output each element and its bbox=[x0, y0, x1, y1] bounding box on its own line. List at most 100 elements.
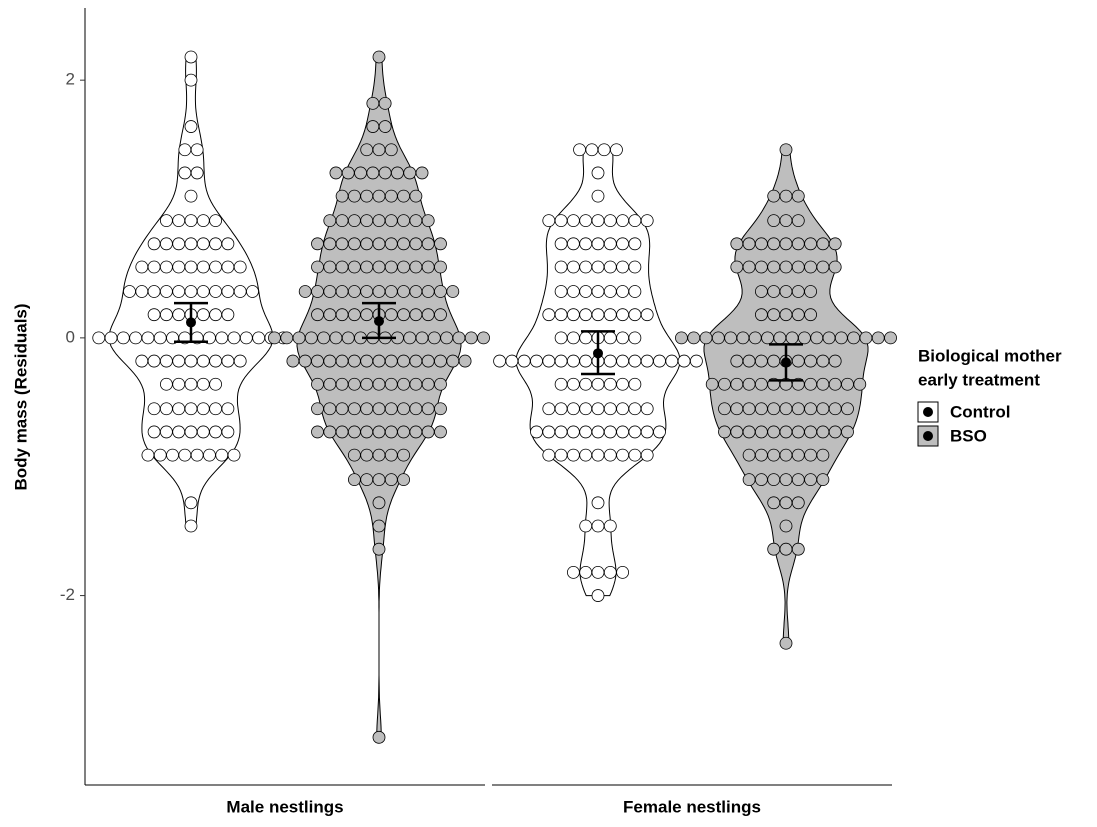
dot bbox=[579, 214, 593, 228]
dot bbox=[579, 260, 593, 274]
dot bbox=[755, 237, 768, 251]
dot bbox=[567, 377, 580, 391]
dot bbox=[816, 425, 830, 439]
dot bbox=[311, 285, 324, 298]
dot bbox=[141, 331, 155, 345]
dot bbox=[233, 285, 247, 298]
dot bbox=[767, 308, 781, 322]
dot bbox=[397, 308, 411, 322]
dot bbox=[804, 402, 817, 416]
dot bbox=[434, 377, 447, 391]
dot bbox=[172, 425, 186, 439]
dot bbox=[730, 237, 744, 251]
dot bbox=[628, 425, 642, 439]
dot bbox=[767, 214, 781, 228]
dot bbox=[628, 402, 642, 416]
dot bbox=[591, 308, 605, 322]
dot bbox=[347, 308, 361, 322]
dot bbox=[804, 425, 817, 439]
dot bbox=[347, 260, 361, 274]
dot bbox=[798, 331, 811, 345]
dot bbox=[779, 308, 793, 322]
dot bbox=[567, 354, 580, 368]
dot bbox=[335, 308, 349, 322]
dot bbox=[323, 425, 337, 439]
dot bbox=[415, 166, 429, 180]
dot bbox=[767, 260, 781, 274]
dot bbox=[791, 285, 805, 298]
dot bbox=[239, 331, 253, 345]
dot bbox=[847, 331, 861, 345]
dot bbox=[427, 331, 441, 345]
dot bbox=[372, 214, 386, 228]
dot bbox=[159, 237, 173, 251]
dot bbox=[616, 565, 629, 579]
dot bbox=[311, 260, 324, 274]
dot bbox=[347, 473, 361, 487]
dot bbox=[628, 354, 642, 368]
dot bbox=[335, 260, 349, 274]
dot bbox=[640, 214, 654, 228]
dot bbox=[347, 189, 361, 203]
dot bbox=[640, 402, 654, 416]
dot bbox=[147, 354, 161, 368]
dot bbox=[616, 448, 629, 462]
dot bbox=[567, 402, 580, 416]
y-tick-label: 2 bbox=[66, 70, 75, 89]
dot bbox=[822, 331, 836, 345]
dot bbox=[360, 425, 374, 439]
dot bbox=[184, 285, 198, 298]
dot bbox=[567, 237, 580, 251]
dot bbox=[755, 402, 768, 416]
dot bbox=[628, 214, 642, 228]
dot bbox=[397, 189, 411, 203]
dot bbox=[209, 308, 223, 322]
dot bbox=[816, 448, 830, 462]
dot bbox=[172, 377, 186, 391]
dot bbox=[372, 730, 386, 744]
dot bbox=[166, 448, 179, 462]
dot bbox=[384, 143, 398, 157]
dot bbox=[816, 237, 830, 251]
dot bbox=[298, 285, 312, 298]
dot bbox=[791, 425, 805, 439]
dot bbox=[298, 354, 312, 368]
dot bbox=[871, 331, 885, 345]
dot bbox=[767, 285, 781, 298]
legend-title: early treatment bbox=[918, 370, 1040, 389]
dot bbox=[767, 425, 781, 439]
dot bbox=[579, 402, 593, 416]
dot bbox=[172, 285, 186, 298]
dot bbox=[178, 166, 192, 180]
dot bbox=[221, 260, 235, 274]
dot bbox=[159, 260, 173, 274]
dot bbox=[153, 331, 167, 345]
dot bbox=[378, 120, 392, 133]
dot bbox=[804, 473, 817, 487]
dot bbox=[184, 73, 198, 87]
dot bbox=[446, 285, 460, 298]
dot bbox=[816, 377, 830, 391]
dot bbox=[366, 166, 380, 180]
dot bbox=[421, 425, 435, 439]
dot bbox=[791, 189, 805, 203]
dot bbox=[372, 189, 386, 203]
dot bbox=[341, 331, 355, 345]
dot bbox=[184, 214, 198, 228]
dot bbox=[665, 354, 679, 368]
dot bbox=[360, 377, 374, 391]
dot bbox=[767, 237, 781, 251]
dot bbox=[748, 331, 762, 345]
dot bbox=[409, 189, 423, 203]
dot bbox=[323, 308, 337, 322]
dot bbox=[554, 308, 568, 322]
dot bbox=[372, 542, 386, 556]
dot bbox=[347, 377, 361, 391]
dot bbox=[147, 308, 161, 322]
dot bbox=[215, 331, 229, 345]
dot bbox=[554, 377, 568, 391]
dot bbox=[329, 166, 343, 180]
dot bbox=[434, 285, 447, 298]
dot bbox=[209, 237, 223, 251]
dot bbox=[690, 354, 703, 368]
